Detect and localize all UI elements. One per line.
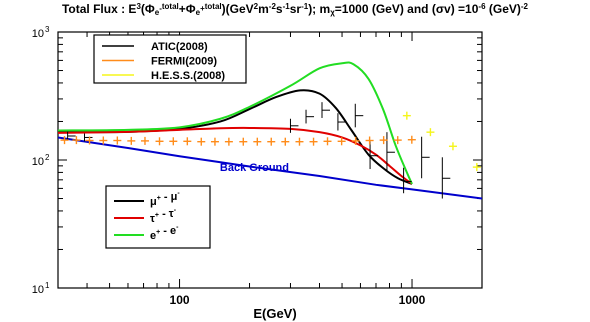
y-tick-label: 10 [32, 284, 44, 296]
legend-text: τ [150, 213, 155, 225]
x-tick-label: 100 [170, 293, 190, 307]
series-layer [58, 61, 482, 200]
legend-text: - [159, 208, 169, 220]
y-tick-exponent: 2 [45, 153, 50, 162]
chart-title: Total Flux : E3(Φe-total+Φe+total)(GeV2m… [61, 2, 528, 17]
data-points-layer [60, 102, 481, 199]
data-legend-label: H.E.S.S.(2008) [151, 70, 225, 82]
y-tick-exponent: 3 [45, 25, 50, 34]
legend-text: - [160, 225, 170, 237]
legend-text: e [150, 230, 156, 242]
background-annotation: Back Ground [220, 162, 289, 174]
axes-layer [57, 31, 483, 289]
y-tick-label: 10 [32, 156, 44, 168]
series-line-3 [58, 61, 413, 185]
model-legend-label: μ+ - μ- [150, 190, 180, 208]
model-legend-label: e+ - e- [150, 224, 179, 242]
model-legend-label: τ+ - τ- [150, 207, 177, 225]
legend-superscript: - [177, 190, 180, 197]
legend-text: τ [169, 208, 174, 220]
data-legend-label: ATIC(2008) [151, 41, 208, 53]
legend-layer: ATIC(2008) FERMI(2009) H.E.S.S.(2008) μ+ - … [93, 34, 247, 249]
legend-text: μ [150, 196, 157, 208]
y-tick-exponent: 1 [45, 281, 50, 290]
legend-superscript: + [156, 229, 160, 236]
x-tick-label: 1000 [399, 293, 426, 307]
legend-superscript: - [176, 224, 179, 231]
series-line-0 [58, 136, 482, 200]
legend-superscript: - [174, 207, 177, 214]
legend-superscript: + [155, 212, 159, 219]
legend-superscript: + [157, 195, 161, 202]
x-axis-label: E(GeV) [253, 306, 296, 321]
data-legend-label: FERMI(2009) [151, 56, 217, 68]
legend-text: - [161, 191, 171, 203]
series-line-2 [58, 126, 413, 185]
y-tick-label: 10 [32, 28, 44, 40]
legend-text: μ [171, 191, 178, 203]
legend-text: e [170, 225, 176, 237]
